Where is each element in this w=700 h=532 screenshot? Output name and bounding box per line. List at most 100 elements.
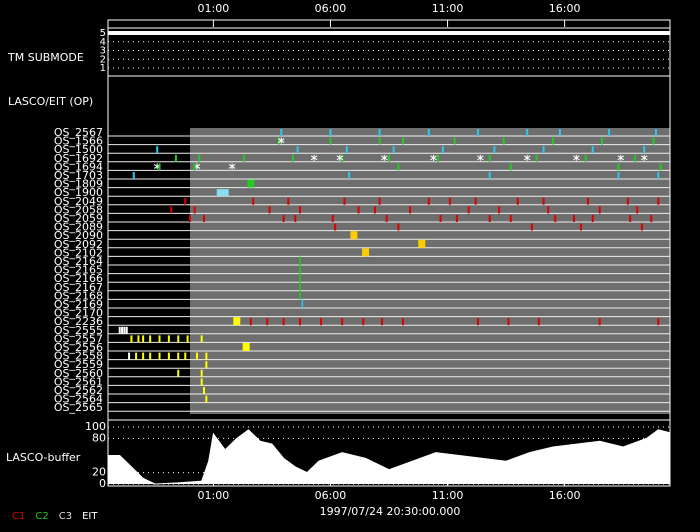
legend-entry: EIT: [82, 511, 98, 522]
event-tick: [453, 137, 456, 145]
os-label: OS_2567: [54, 126, 103, 139]
event-tick: [643, 146, 646, 154]
event-tick: [580, 223, 583, 231]
event-tick: [409, 206, 412, 214]
event-tick: [121, 326, 124, 334]
buffer-tick-label: 100: [85, 420, 106, 433]
os-label: OS_2089: [54, 221, 103, 234]
time-label-top: 16:00: [549, 2, 581, 15]
event-tick: [488, 215, 491, 222]
event-tick: [156, 146, 159, 154]
event-star: [617, 154, 625, 161]
event-tick: [397, 163, 400, 171]
os-label: OS_1566: [54, 135, 103, 148]
shaded-region: [190, 128, 670, 414]
event-tick: [378, 197, 381, 205]
star-stroke: [381, 155, 388, 161]
event-tick: [200, 369, 203, 377]
event-tick: [476, 129, 479, 136]
event-tick: [427, 197, 430, 205]
event-tick: [299, 206, 302, 214]
event-tick: [203, 387, 206, 394]
event-tick: [125, 326, 128, 334]
event-tick: [402, 137, 405, 145]
event-tick: [280, 129, 283, 136]
event-tick: [654, 129, 657, 136]
event-tick: [617, 163, 620, 171]
event-tick: [249, 318, 252, 326]
os-label: OS_1900: [54, 186, 103, 199]
os-label: OS_2556: [54, 341, 103, 354]
event-tick: [657, 197, 660, 205]
event-tick: [334, 223, 337, 231]
os-label: OS_2555: [54, 324, 103, 337]
event-tick: [402, 318, 405, 326]
tm-tick-label: 1: [100, 63, 106, 74]
os-label: OS_1703: [54, 169, 103, 182]
event-tick: [294, 215, 297, 222]
time-label-top: 11:00: [432, 2, 464, 15]
event-tick: [657, 172, 660, 179]
time-label-bottom: 11:00: [432, 489, 464, 502]
event-tick: [282, 318, 285, 326]
time-label-top: 06:00: [315, 2, 347, 15]
event-tick: [130, 335, 133, 343]
os-label: OS_2167: [54, 281, 103, 294]
event-tick: [242, 154, 245, 162]
os-label: OS_2561: [54, 375, 103, 388]
event-tick: [587, 197, 590, 205]
event-tick: [385, 215, 388, 222]
tm-tick-label: 4: [100, 37, 106, 48]
event-tick: [205, 361, 208, 369]
event-tick: [158, 163, 161, 171]
buffer-tick-label: 0: [99, 477, 106, 490]
event-tick: [299, 318, 302, 326]
event-block: [418, 239, 426, 248]
event-tick: [291, 154, 294, 162]
event-tick: [205, 395, 208, 403]
os-label: OS_2049: [54, 195, 103, 208]
event-tick: [167, 335, 170, 343]
event-tick: [427, 129, 430, 136]
buffer-tick-label: 80: [92, 431, 106, 444]
event-tick: [591, 215, 594, 222]
event-tick: [509, 215, 512, 222]
event-tick: [128, 352, 131, 360]
star-stroke: [228, 163, 236, 169]
event-tick: [320, 318, 323, 326]
event-star: [228, 163, 236, 170]
event-tick: [149, 352, 152, 360]
event-tick: [659, 163, 662, 171]
event-star: [336, 154, 344, 161]
event-tick: [142, 352, 145, 360]
star-stroke: [573, 155, 580, 161]
legend-entry: C2: [35, 511, 48, 522]
event-tick: [341, 154, 344, 162]
event-block: [247, 179, 255, 188]
buffer-label: LASCO-buffer: [6, 451, 81, 464]
event-bar: [299, 256, 301, 265]
event-tick: [268, 206, 271, 214]
event-tick: [184, 197, 187, 205]
event-tick: [652, 137, 655, 145]
event-tick: [537, 318, 540, 326]
event-tick: [542, 146, 545, 154]
event-tick: [167, 352, 170, 360]
os-label: OS_2102: [54, 246, 103, 259]
event-tick: [170, 206, 173, 214]
event-bar: [299, 273, 301, 283]
os-label: OS_2168: [54, 289, 103, 302]
event-tick: [287, 197, 290, 205]
event-tick: [329, 129, 332, 136]
event-bar: [299, 265, 301, 274]
time-label-bottom: 06:00: [315, 489, 347, 502]
os-label: OS_2565: [54, 401, 103, 414]
event-tick: [448, 197, 451, 205]
legend-entry: C1: [12, 511, 25, 522]
event-tick: [378, 129, 381, 136]
event-tick: [626, 197, 629, 205]
star-stroke: [523, 155, 531, 161]
event-bar: [299, 282, 301, 291]
event-tick: [135, 352, 138, 360]
